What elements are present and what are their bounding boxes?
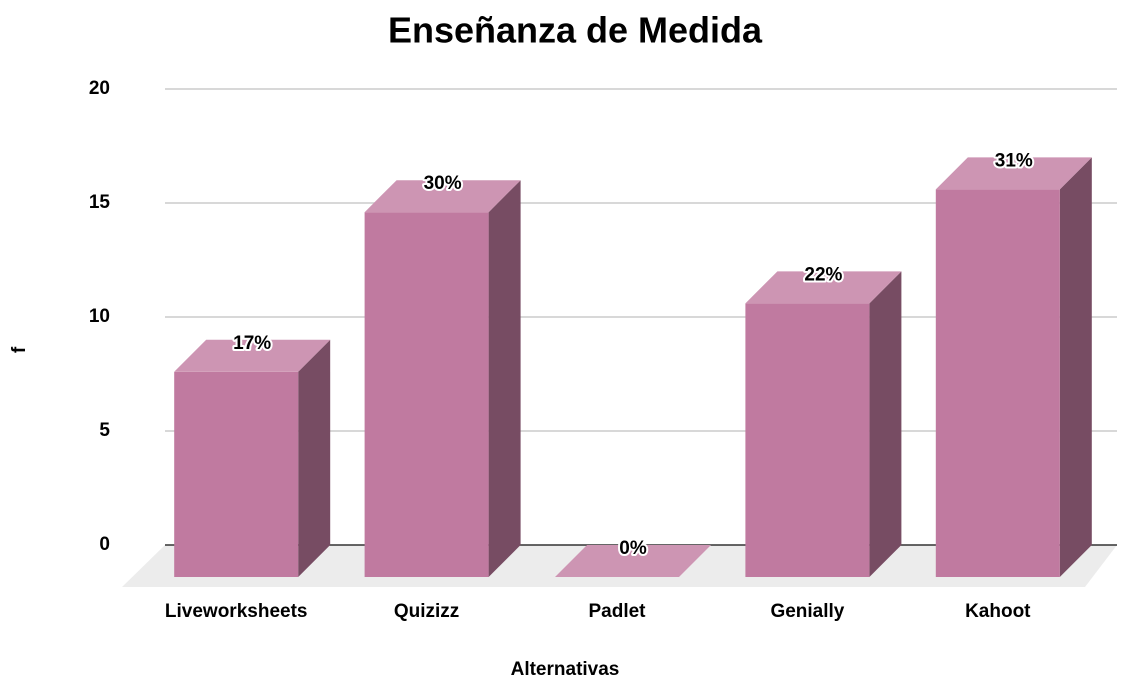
value-label: 22% [804, 264, 842, 285]
bar [935, 189, 1060, 577]
y-axis-label: f [9, 346, 30, 353]
y-tick-label: 10 [89, 306, 110, 327]
bar-top [364, 180, 521, 213]
bar [745, 303, 870, 577]
bar-top [745, 271, 902, 304]
x-tick-label: Padlet [588, 601, 646, 622]
y-tick-label: 20 [89, 78, 110, 99]
x-tick-label: Genially [770, 601, 844, 622]
y-tick-label: 0 [99, 534, 110, 555]
y-tick-label: 5 [99, 420, 110, 441]
x-axis-label: Alternativas [511, 659, 620, 679]
bar-side [1059, 157, 1092, 577]
bar [364, 212, 489, 577]
bar-top [555, 545, 711, 577]
x-tick-label: Quizizz [394, 601, 459, 622]
value-label: 30% [424, 173, 462, 194]
x-tick-label: Kahoot [965, 601, 1031, 622]
bar [174, 371, 299, 577]
bar-side [298, 339, 331, 577]
bar-top [174, 339, 331, 372]
value-label: 31% [995, 150, 1033, 171]
bar-side [869, 271, 902, 577]
value-label: 17% [233, 333, 271, 354]
chart-title: Enseñanza de Medida [388, 10, 763, 51]
x-tick-label: Liveworksheets [165, 601, 308, 622]
bar-side [488, 180, 521, 577]
value-label: 0% [619, 538, 647, 559]
y-tick-label: 15 [89, 192, 111, 213]
bar-top [935, 157, 1092, 190]
